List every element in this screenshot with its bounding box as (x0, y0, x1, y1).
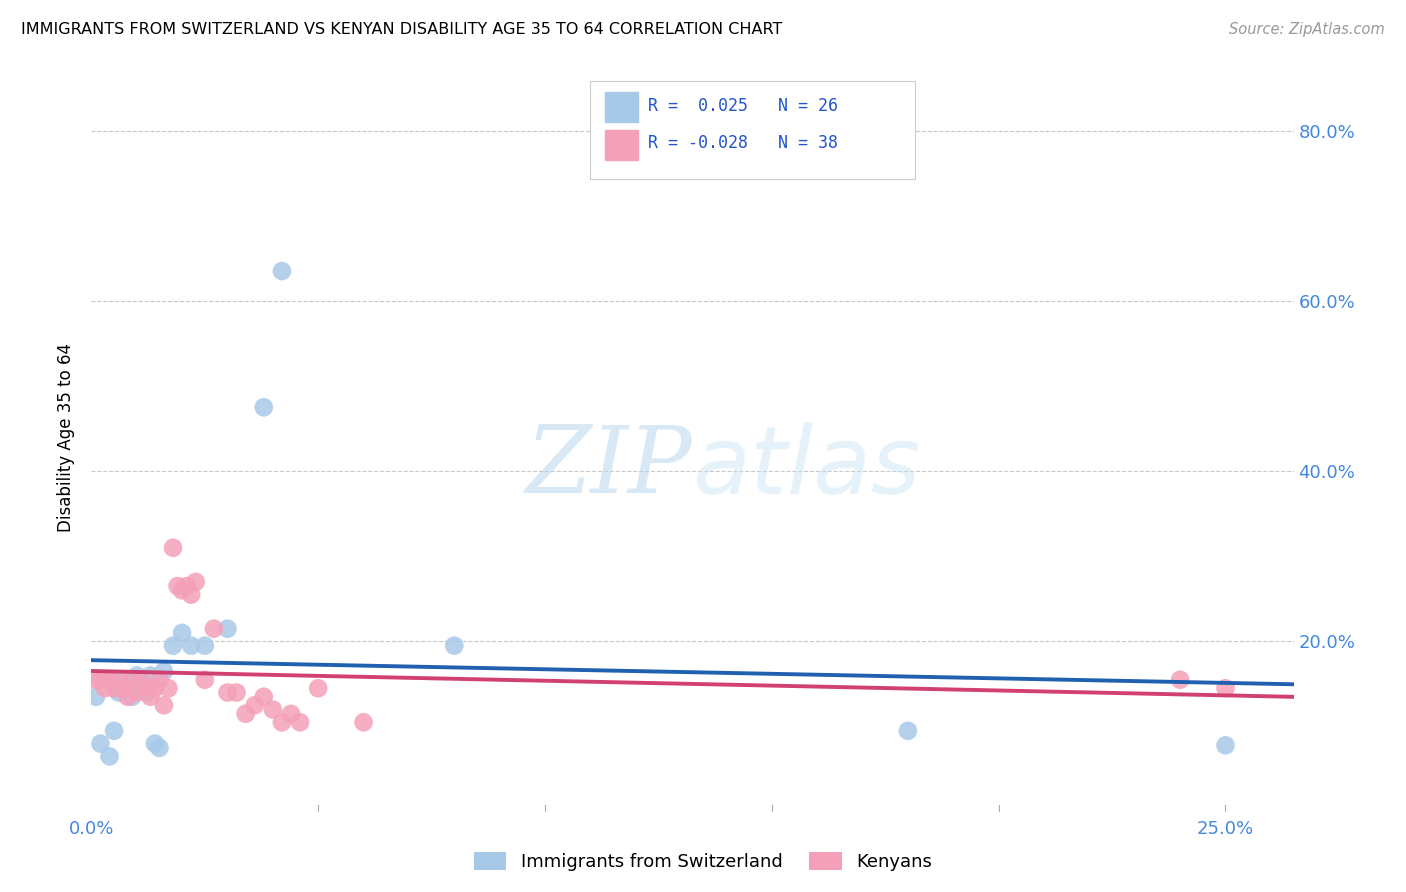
Point (94, 681, 117, 696)
Point (107, 673, 129, 687)
Point (84, 673, 107, 687)
Legend: Immigrants from Switzerland, Kenyans: Immigrants from Switzerland, Kenyans (467, 845, 939, 879)
Point (307, 681, 329, 696)
Point (217, 622, 239, 636)
Point (135, 681, 157, 696)
Point (117, 690, 139, 704)
Bar (605, 93, 638, 122)
Point (166, 579, 188, 593)
Point (180, 639, 202, 653)
Point (157, 681, 180, 696)
Point (112, 673, 135, 687)
Point (143, 681, 166, 696)
Point (172, 583, 194, 598)
Point (217, 685, 239, 699)
Point (271, 715, 294, 730)
Point (103, 723, 125, 738)
Text: R = -0.028   N = 38: R = -0.028 N = 38 (648, 135, 838, 153)
Point (139, 668, 162, 682)
Bar (605, 130, 638, 160)
Point (243, 698, 266, 713)
Point (202, 622, 225, 636)
Point (121, 673, 143, 687)
Point (162, 541, 184, 555)
Point (253, 401, 276, 415)
Point (153, 698, 176, 713)
Text: R =  0.025   N = 26: R = 0.025 N = 26 (648, 97, 838, 115)
Point (143, 737, 166, 751)
Point (107, 685, 129, 699)
Point (1168, 673, 1191, 687)
Point (153, 664, 176, 678)
Point (98, 749, 121, 764)
Point (94, 673, 117, 687)
Point (262, 702, 284, 716)
Text: atlas: atlas (692, 422, 921, 513)
Text: ZIP: ZIP (526, 422, 692, 512)
Text: IMMIGRANTS FROM SWITZERLAND VS KENYAN DISABILITY AGE 35 TO 64 CORRELATION CHART: IMMIGRANTS FROM SWITZERLAND VS KENYAN DI… (21, 22, 783, 37)
Point (280, 706, 302, 721)
Point (125, 668, 148, 682)
Point (353, 715, 375, 730)
Point (176, 579, 198, 593)
Point (121, 690, 143, 704)
Point (162, 639, 184, 653)
Point (271, 264, 294, 278)
Point (84, 690, 107, 704)
Point (172, 626, 194, 640)
Point (89, 673, 111, 687)
Point (194, 639, 217, 653)
Point (117, 673, 139, 687)
Point (148, 740, 170, 755)
Point (225, 685, 247, 699)
Point (139, 690, 162, 704)
Point (184, 574, 207, 589)
Point (112, 681, 135, 696)
Point (129, 673, 152, 687)
Point (897, 723, 920, 738)
Point (148, 673, 170, 687)
Point (194, 673, 217, 687)
Point (180, 588, 202, 602)
Text: Source: ZipAtlas.com: Source: ZipAtlas.com (1229, 22, 1385, 37)
Point (1215, 739, 1237, 753)
Y-axis label: Disability Age 35 to 64: Disability Age 35 to 64 (58, 343, 76, 532)
Point (1215, 681, 1237, 696)
Point (125, 685, 148, 699)
Point (89, 737, 111, 751)
Point (129, 673, 152, 687)
Point (135, 685, 157, 699)
Point (253, 690, 276, 704)
Point (235, 706, 257, 721)
Point (443, 639, 465, 653)
Point (98, 673, 121, 687)
Point (288, 715, 311, 730)
Point (103, 681, 125, 696)
FancyBboxPatch shape (591, 81, 915, 178)
